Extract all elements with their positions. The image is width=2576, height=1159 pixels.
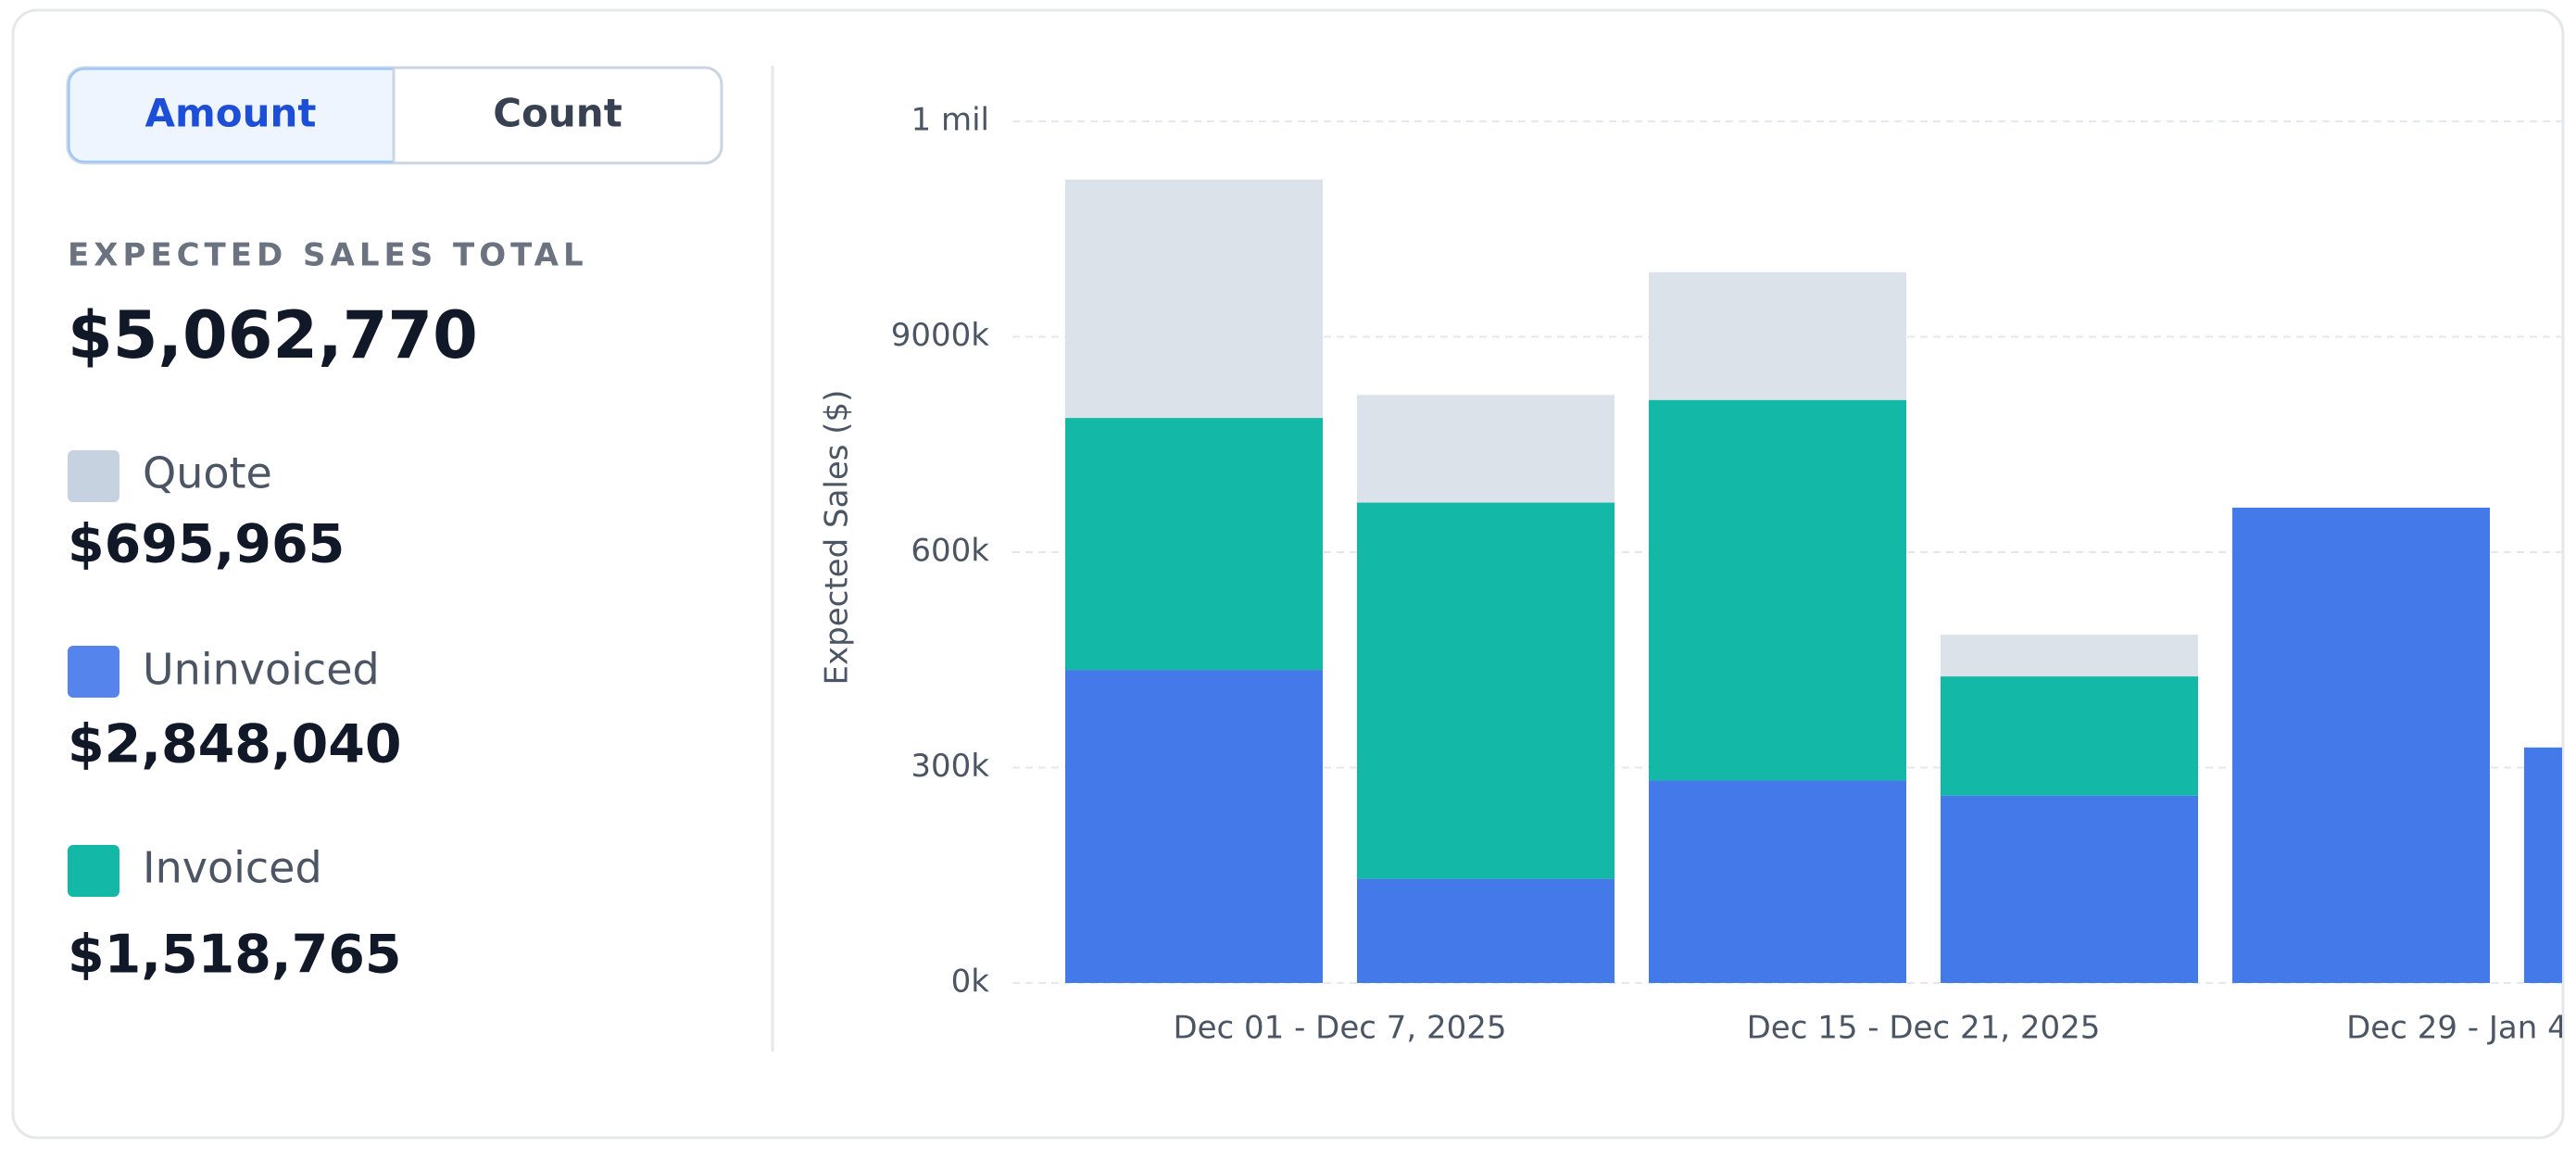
y-tick-label: 600k (911, 533, 989, 570)
toggle-option[interactable]: Amount (145, 91, 316, 136)
bar-segment (1357, 878, 1615, 983)
summary-total: $5,062,770 (68, 297, 478, 373)
bar-segment (1065, 418, 1323, 671)
legend: Quote $695,965 Uninvoiced $2,848,040 Invoice… (68, 448, 402, 986)
bar-segment (1357, 502, 1615, 879)
bar-segment (1649, 399, 1906, 781)
y-tick-label: 9000k (891, 317, 990, 354)
legend-swatch (68, 845, 119, 897)
y-tick-label: 0k (951, 964, 990, 1001)
y-tick-label: 300k (911, 748, 989, 785)
legend-label: Uninvoiced (143, 645, 380, 695)
summary-title: EXPECTED SALES TOTAL (68, 237, 588, 274)
toggle-option[interactable]: Count (493, 91, 622, 136)
bar-segment (1065, 670, 1323, 983)
x-tick-label: Dec 15 - Dec 21, 2025 (1747, 1010, 2101, 1047)
legend-total: $2,848,040 (68, 714, 402, 775)
bar-segment (1065, 179, 1323, 419)
x-tick-label: Dec 01 - Dec 7, 2025 (1173, 1010, 1506, 1047)
legend-swatch (68, 646, 119, 698)
bar-segment (1649, 780, 1906, 983)
toggle-active[interactable] (68, 68, 395, 163)
bar-segment (1941, 676, 2198, 796)
legend-label: Invoiced (143, 843, 322, 893)
legend-swatch (68, 450, 119, 502)
bar-segment (1941, 795, 2198, 983)
legend-label: Quote (143, 448, 272, 498)
y-axis-title: Expected Sales ($) (819, 390, 856, 686)
legend-total: $1,518,765 (68, 925, 402, 986)
bar-segment (1941, 635, 2198, 677)
bar-segment (1357, 395, 1615, 503)
toggle: Amount Count (66, 66, 723, 165)
bar-segment (2232, 507, 2490, 983)
bar-segment (2524, 747, 2562, 983)
legend-total: $695,965 (68, 514, 345, 575)
x-tick-label: Dec 29 - Jan 4, 2026 (2346, 1010, 2576, 1047)
y-tick-label: 1 mil (911, 102, 989, 139)
bar-segment (1649, 271, 1906, 400)
plot: Dec 01 - Dec 7, 2025 Dec 15 - Dec 21, 202… (1012, 120, 2576, 1047)
